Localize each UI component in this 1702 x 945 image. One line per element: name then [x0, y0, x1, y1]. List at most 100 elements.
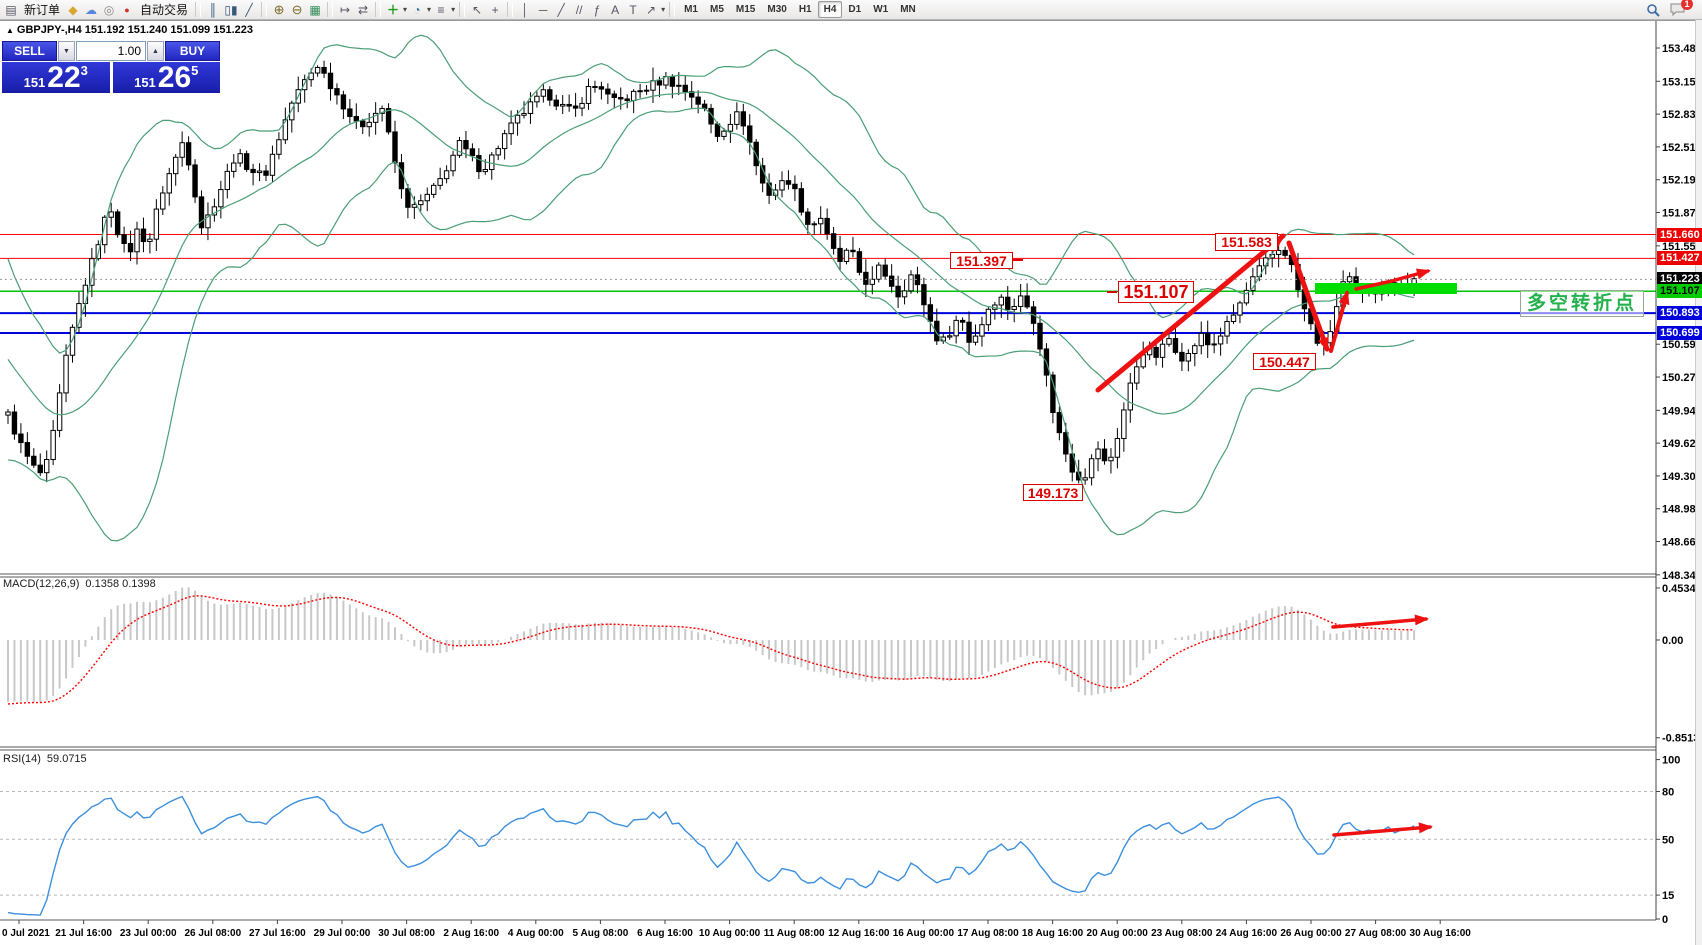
hline-icon[interactable]: ─ — [538, 2, 548, 17]
gold-bars-icon[interactable]: ◆ — [68, 2, 78, 17]
line-chart-icon[interactable]: ╱ — [245, 2, 253, 17]
trendline-icon[interactable]: ╱ — [557, 2, 565, 17]
svg-text:10 Aug 00:00: 10 Aug 00:00 — [699, 928, 761, 939]
svg-text:4 Aug 00:00: 4 Aug 00:00 — [508, 928, 564, 939]
rsi-value: 59.0715 — [46, 753, 87, 765]
price-axis-badge: 151.427 — [1657, 251, 1702, 266]
chevron-down-icon[interactable]: ▾ — [427, 5, 432, 14]
zoom-out-icon[interactable]: ⊖ — [291, 1, 303, 17]
svg-text:18 Aug 16:00: 18 Aug 16:00 — [1022, 928, 1084, 939]
pane-splitter[interactable] — [0, 744, 1656, 750]
fibonacci-icon[interactable]: ƒ — [593, 2, 601, 17]
svg-text:0.4534: 0.4534 — [1662, 583, 1697, 595]
new-order-button[interactable]: 新订单 — [24, 3, 61, 17]
zoom-in-icon[interactable]: ⊕ — [273, 1, 285, 17]
timeframe-mn[interactable]: MN — [900, 4, 916, 15]
chart-shift-icon[interactable]: ⇄ — [358, 2, 369, 17]
svg-text:26 Aug 00:00: 26 Aug 00:00 — [1280, 928, 1342, 939]
timeframe-m15[interactable]: M15 — [735, 4, 756, 15]
main-toolbar: ▤ 新订单 ◆ ☁ ◎ ● 自动交易 ║ ▯▮ ╱ ⊕ ⊖ ▦ ↦ ⇄ ＋ ▾ … — [0, 0, 1702, 20]
new-order-icon[interactable]: ▤ — [5, 2, 17, 17]
bollinger-bands — [7, 34, 1415, 542]
volume-up-button[interactable]: ▲ — [147, 41, 164, 61]
macd-pane-label: MACD(12,26,9) 0.1358 0.1398 — [3, 578, 156, 590]
price-axis-badge: 151.223 — [1657, 272, 1702, 287]
toolbar-separator — [507, 2, 514, 17]
autotrade-button[interactable]: 自动交易 — [140, 3, 189, 17]
autotrade-icon[interactable]: ● — [124, 4, 130, 15]
chevron-down-icon[interactable]: ▾ — [403, 5, 408, 14]
svg-text:26 Jul 08:00: 26 Jul 08:00 — [184, 928, 241, 939]
cursor-icon[interactable]: ↖ — [472, 2, 483, 17]
tile-windows-icon[interactable]: ▦ — [309, 2, 321, 17]
search-icon[interactable] — [1644, 2, 1662, 18]
vertical-scrollbar[interactable] — [1695, 20, 1702, 945]
collapse-icon[interactable]: ▲ — [6, 26, 14, 35]
vline-icon[interactable]: │ — [521, 2, 529, 17]
price-annotation[interactable]: 151.107 — [1118, 281, 1194, 303]
timeframe-h1[interactable]: H1 — [798, 4, 812, 15]
svg-text:0 Jul 2021: 0 Jul 2021 — [2, 928, 50, 939]
buy-price-base: 151 — [134, 74, 156, 90]
svg-text:0: 0 — [1662, 914, 1668, 926]
profile-icon[interactable]: ☁ — [85, 2, 98, 17]
label-icon[interactable]: T — [629, 2, 637, 17]
svg-text:23 Aug 08:00: 23 Aug 08:00 — [1151, 928, 1213, 939]
turning-point-label[interactable]: 多空转折点 — [1520, 290, 1645, 317]
symbol-info[interactable]: ▲ GBPJPY-,H4 151.192 151.240 151.099 151.… — [6, 24, 253, 36]
svg-text:11 Aug 08:00: 11 Aug 08:00 — [764, 928, 825, 939]
rsi-pane-label: RSI(14) 59.0715 — [3, 753, 87, 765]
auto-scroll-icon[interactable]: ↦ — [340, 2, 351, 17]
time-axis: 0 Jul 2021 21 Jul 16:00 23 Jul 00:00 26 Jul… — [2, 920, 1471, 939]
macd-label: MACD(12,26,9) — [3, 578, 80, 590]
crosshair-icon[interactable]: + — [491, 2, 499, 17]
buy-price[interactable]: 151 26 5 — [112, 62, 220, 93]
sell-price-big: 22 — [47, 60, 81, 94]
channel-icon[interactable]: // — [575, 2, 583, 17]
timeframe-m1[interactable]: M1 — [684, 4, 698, 15]
chevron-down-icon[interactable]: ▾ — [661, 5, 666, 14]
indicators-icon[interactable]: ＋ — [387, 3, 400, 17]
svg-text:6 Aug 16:00: 6 Aug 16:00 — [637, 928, 693, 939]
rsi-pane — [0, 790, 1656, 916]
svg-text:20 Aug 00:00: 20 Aug 00:00 — [1087, 928, 1149, 939]
text-icon[interactable]: A — [611, 2, 620, 17]
svg-text:50: 50 — [1662, 834, 1674, 846]
template-icon[interactable]: ≡ — [437, 2, 445, 17]
volume-down-button[interactable]: ▼ — [58, 41, 75, 61]
timeframe-m30[interactable]: M30 — [767, 4, 787, 15]
pane-splitter[interactable] — [0, 571, 1656, 577]
svg-text:2 Aug 16:00: 2 Aug 16:00 — [443, 928, 499, 939]
toolbar-separator — [669, 2, 676, 17]
chevron-down-icon[interactable]: ▾ — [451, 5, 456, 14]
bar-chart-icon[interactable]: ║ — [208, 2, 218, 17]
rsi-label: RSI(14) — [3, 753, 41, 765]
sell-button[interactable]: SELL — [2, 41, 57, 61]
svg-text:24 Aug 16:00: 24 Aug 16:00 — [1216, 928, 1278, 939]
price-annotation[interactable]: 151.397 — [950, 252, 1013, 269]
timeframe-m5[interactable]: M5 — [710, 4, 724, 15]
notification-badge: 1 — [1681, 0, 1693, 10]
buy-price-sup: 5 — [191, 63, 199, 78]
toolbar-separator — [327, 2, 334, 17]
price-annotation[interactable]: 151.583 — [1215, 233, 1278, 251]
price-annotation[interactable]: 149.173 — [1023, 484, 1083, 501]
timeframe-d1[interactable]: D1 — [848, 4, 862, 15]
price-annotation[interactable]: 150.447 — [1253, 353, 1316, 370]
candlestick-chart-icon[interactable]: ▯▮ — [224, 2, 238, 17]
periods-icon[interactable]: ◔ — [413, 2, 421, 17]
chat-icon[interactable]: 1 — [1668, 0, 1693, 18]
arrows-icon[interactable]: ↗ — [646, 2, 657, 17]
svg-text:30 Aug 16:00: 30 Aug 16:00 — [1410, 928, 1472, 939]
sell-price[interactable]: 151 22 3 — [2, 62, 110, 93]
signal-icon[interactable]: ◎ — [103, 2, 115, 17]
timeframe-w1[interactable]: W1 — [873, 4, 889, 15]
volume-input[interactable] — [77, 42, 145, 60]
buy-button[interactable]: BUY — [165, 41, 220, 61]
timeframe-h4[interactable]: H4 — [817, 1, 843, 18]
macd-values: 0.1358 0.1398 — [85, 578, 156, 590]
sell-price-sup: 3 — [80, 63, 88, 78]
svg-text:12 Aug 16:00: 12 Aug 16:00 — [828, 928, 890, 939]
